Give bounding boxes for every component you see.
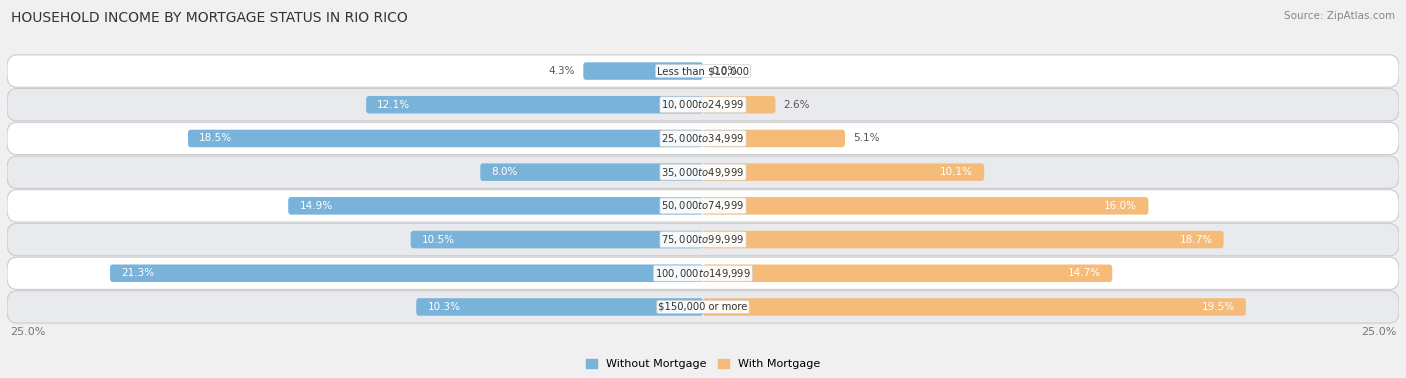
Text: 4.3%: 4.3% — [548, 66, 575, 76]
FancyBboxPatch shape — [7, 291, 1399, 323]
FancyBboxPatch shape — [703, 96, 775, 113]
FancyBboxPatch shape — [703, 298, 1246, 316]
FancyBboxPatch shape — [110, 265, 703, 282]
FancyBboxPatch shape — [366, 96, 703, 113]
Text: 14.7%: 14.7% — [1069, 268, 1101, 278]
Text: $150,000 or more: $150,000 or more — [658, 302, 748, 312]
Text: 5.1%: 5.1% — [853, 133, 880, 143]
Text: $10,000 to $24,999: $10,000 to $24,999 — [661, 98, 745, 111]
Text: 8.0%: 8.0% — [492, 167, 517, 177]
Text: $35,000 to $49,999: $35,000 to $49,999 — [661, 166, 745, 179]
Text: $100,000 to $149,999: $100,000 to $149,999 — [655, 267, 751, 280]
FancyBboxPatch shape — [7, 223, 1399, 256]
Text: 25.0%: 25.0% — [10, 327, 45, 336]
Text: 16.0%: 16.0% — [1104, 201, 1137, 211]
Text: 21.3%: 21.3% — [121, 268, 155, 278]
Text: 25.0%: 25.0% — [1361, 327, 1396, 336]
FancyBboxPatch shape — [703, 130, 845, 147]
Legend: Without Mortgage, With Mortgage: Without Mortgage, With Mortgage — [582, 355, 824, 374]
Text: Less than $10,000: Less than $10,000 — [657, 66, 749, 76]
FancyBboxPatch shape — [703, 265, 1112, 282]
FancyBboxPatch shape — [481, 163, 703, 181]
FancyBboxPatch shape — [7, 257, 1399, 290]
FancyBboxPatch shape — [7, 190, 1399, 222]
FancyBboxPatch shape — [703, 231, 1223, 248]
Text: HOUSEHOLD INCOME BY MORTGAGE STATUS IN RIO RICO: HOUSEHOLD INCOME BY MORTGAGE STATUS IN R… — [11, 11, 408, 25]
FancyBboxPatch shape — [7, 55, 1399, 87]
FancyBboxPatch shape — [7, 88, 1399, 121]
Text: 0.0%: 0.0% — [711, 66, 738, 76]
Text: Source: ZipAtlas.com: Source: ZipAtlas.com — [1284, 11, 1395, 21]
Text: 2.6%: 2.6% — [783, 100, 810, 110]
FancyBboxPatch shape — [7, 156, 1399, 188]
FancyBboxPatch shape — [411, 231, 703, 248]
Text: 10.5%: 10.5% — [422, 235, 454, 245]
FancyBboxPatch shape — [7, 122, 1399, 155]
FancyBboxPatch shape — [703, 163, 984, 181]
Text: $25,000 to $34,999: $25,000 to $34,999 — [661, 132, 745, 145]
FancyBboxPatch shape — [703, 197, 1149, 215]
Text: 10.3%: 10.3% — [427, 302, 460, 312]
Text: 18.5%: 18.5% — [200, 133, 232, 143]
FancyBboxPatch shape — [416, 298, 703, 316]
Text: 10.1%: 10.1% — [941, 167, 973, 177]
FancyBboxPatch shape — [583, 62, 703, 80]
Text: 14.9%: 14.9% — [299, 201, 332, 211]
Text: $75,000 to $99,999: $75,000 to $99,999 — [661, 233, 745, 246]
FancyBboxPatch shape — [288, 197, 703, 215]
Text: $50,000 to $74,999: $50,000 to $74,999 — [661, 199, 745, 212]
Text: 12.1%: 12.1% — [377, 100, 411, 110]
FancyBboxPatch shape — [188, 130, 703, 147]
Text: 18.7%: 18.7% — [1180, 235, 1212, 245]
Text: 19.5%: 19.5% — [1202, 302, 1234, 312]
